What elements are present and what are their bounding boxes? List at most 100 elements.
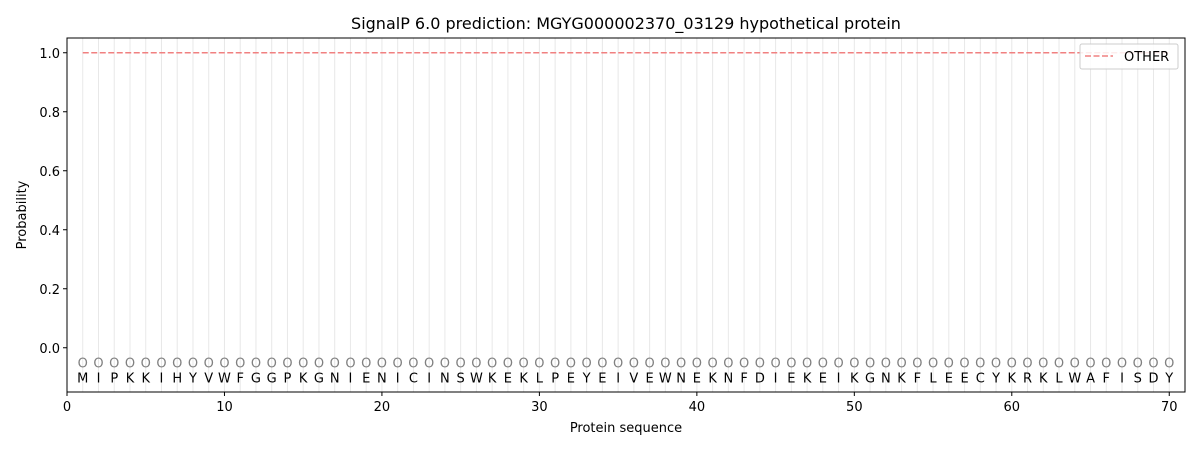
- residue-letter: K: [850, 371, 859, 386]
- residue-letter: P: [284, 371, 292, 386]
- predicted-label-mark: O: [298, 357, 308, 372]
- predicted-label-mark: O: [519, 357, 529, 372]
- residue-letter: I: [349, 371, 353, 386]
- residue-letter: C: [976, 371, 985, 386]
- x-tick-label: 70: [1161, 400, 1178, 415]
- predicted-label-mark: O: [188, 357, 198, 372]
- predicted-label-mark: O: [1070, 357, 1080, 372]
- residue-letter: I: [97, 371, 101, 386]
- predicted-label-mark: O: [959, 357, 969, 372]
- predicted-label-mark: O: [125, 357, 135, 372]
- predicted-label-mark: O: [818, 357, 828, 372]
- residue-letter: Y: [1164, 371, 1173, 386]
- predicted-label-mark: O: [597, 357, 607, 372]
- predicted-label-mark: O: [487, 357, 497, 372]
- x-axis-label: Protein sequence: [570, 421, 682, 436]
- predicted-label-mark: O: [361, 357, 371, 372]
- predicted-label-mark: O: [676, 357, 686, 372]
- residue-letter: W: [1068, 371, 1081, 386]
- residue-letter: I: [427, 371, 431, 386]
- predicted-label-mark: O: [1054, 357, 1064, 372]
- residue-letter: N: [881, 371, 891, 386]
- y-tick-label: 0.8: [39, 106, 60, 121]
- legend-label-other: OTHER: [1124, 50, 1169, 65]
- x-tick-label: 40: [689, 400, 706, 415]
- residue-letter: W: [659, 371, 672, 386]
- predicted-label-mark: O: [849, 357, 859, 372]
- residue-marks: OMOIOPOKOKOIOHOYOVOWOFOGOGOPOKOGONOIOEON…: [77, 357, 1174, 387]
- residue-letter: L: [1055, 371, 1063, 386]
- residue-letter: C: [409, 371, 418, 386]
- residue-letter: I: [1120, 371, 1124, 386]
- predicted-label-mark: O: [1022, 357, 1032, 372]
- residue-letter: S: [457, 371, 465, 386]
- x-tick-label: 30: [531, 400, 548, 415]
- predicted-label-mark: O: [1101, 357, 1111, 372]
- predicted-label-mark: O: [377, 357, 387, 372]
- predicted-label-mark: O: [1085, 357, 1095, 372]
- x-tick-label: 50: [846, 400, 863, 415]
- predicted-label-mark: O: [251, 357, 261, 372]
- residue-letter: I: [160, 371, 164, 386]
- residue-letter: S: [1134, 371, 1142, 386]
- residue-letter: R: [1023, 371, 1032, 386]
- predicted-label-mark: O: [440, 357, 450, 372]
- residue-letter: E: [567, 371, 575, 386]
- residue-letter: K: [488, 371, 497, 386]
- predicted-label-mark: O: [991, 357, 1001, 372]
- predicted-label-mark: O: [345, 357, 355, 372]
- predicted-label-mark: O: [660, 357, 670, 372]
- residue-letter: W: [470, 371, 483, 386]
- residue-letter: N: [723, 371, 733, 386]
- residue-letter: E: [819, 371, 827, 386]
- predicted-label-mark: O: [156, 357, 166, 372]
- predicted-label-mark: O: [204, 357, 214, 372]
- y-tick-label: 0.0: [39, 342, 60, 357]
- chart-title: SignalP 6.0 prediction: MGYG000002370_03…: [351, 14, 901, 34]
- residue-letter: K: [299, 371, 308, 386]
- predicted-label-mark: O: [1117, 357, 1127, 372]
- predicted-label-mark: O: [314, 357, 324, 372]
- predicted-label-mark: O: [550, 357, 560, 372]
- residue-letter: E: [945, 371, 953, 386]
- residue-letter: K: [1008, 371, 1017, 386]
- predicted-label-mark: O: [944, 357, 954, 372]
- predicted-label-mark: O: [456, 357, 466, 372]
- residue-letter: W: [218, 371, 231, 386]
- predicted-label-mark: O: [408, 357, 418, 372]
- residue-letter: K: [1039, 371, 1048, 386]
- predicted-label-mark: O: [865, 357, 875, 372]
- predicted-label-mark: O: [1148, 357, 1158, 372]
- y-axis-ticks: 0.0 0.2 0.4 0.6 0.8 1.0: [39, 47, 67, 357]
- predicted-label-mark: O: [503, 357, 513, 372]
- residue-letter: A: [1086, 371, 1095, 386]
- residue-letter: Y: [188, 371, 197, 386]
- y-axis-label: Probability: [15, 180, 30, 249]
- plot-frame: [66, 37, 1186, 393]
- y-tick-label: 0.2: [39, 283, 60, 298]
- residue-letter: E: [504, 371, 512, 386]
- residue-letter: E: [362, 371, 370, 386]
- residue-letter: H: [172, 371, 182, 386]
- predicted-label-mark: O: [613, 357, 623, 372]
- predicted-label-mark: O: [802, 357, 812, 372]
- predicted-label-mark: O: [1007, 357, 1017, 372]
- x-tick-label: 0: [63, 400, 71, 415]
- predicted-label-mark: O: [330, 357, 340, 372]
- predicted-label-mark: O: [739, 357, 749, 372]
- y-tick-label: 1.0: [39, 47, 60, 62]
- x-tick-label: 10: [216, 400, 233, 415]
- predicted-label-mark: O: [645, 357, 655, 372]
- predicted-label-mark: O: [833, 357, 843, 372]
- predicted-label-mark: O: [141, 357, 151, 372]
- residue-letter: V: [204, 371, 213, 386]
- residue-letter: F: [236, 371, 243, 386]
- residue-letter: G: [267, 371, 277, 386]
- residue-letter: E: [787, 371, 795, 386]
- residue-letter: V: [629, 371, 638, 386]
- predicted-label-mark: O: [770, 357, 780, 372]
- residue-letter: K: [897, 371, 906, 386]
- predicted-label-mark: O: [109, 357, 119, 372]
- predicted-label-mark: O: [78, 357, 88, 372]
